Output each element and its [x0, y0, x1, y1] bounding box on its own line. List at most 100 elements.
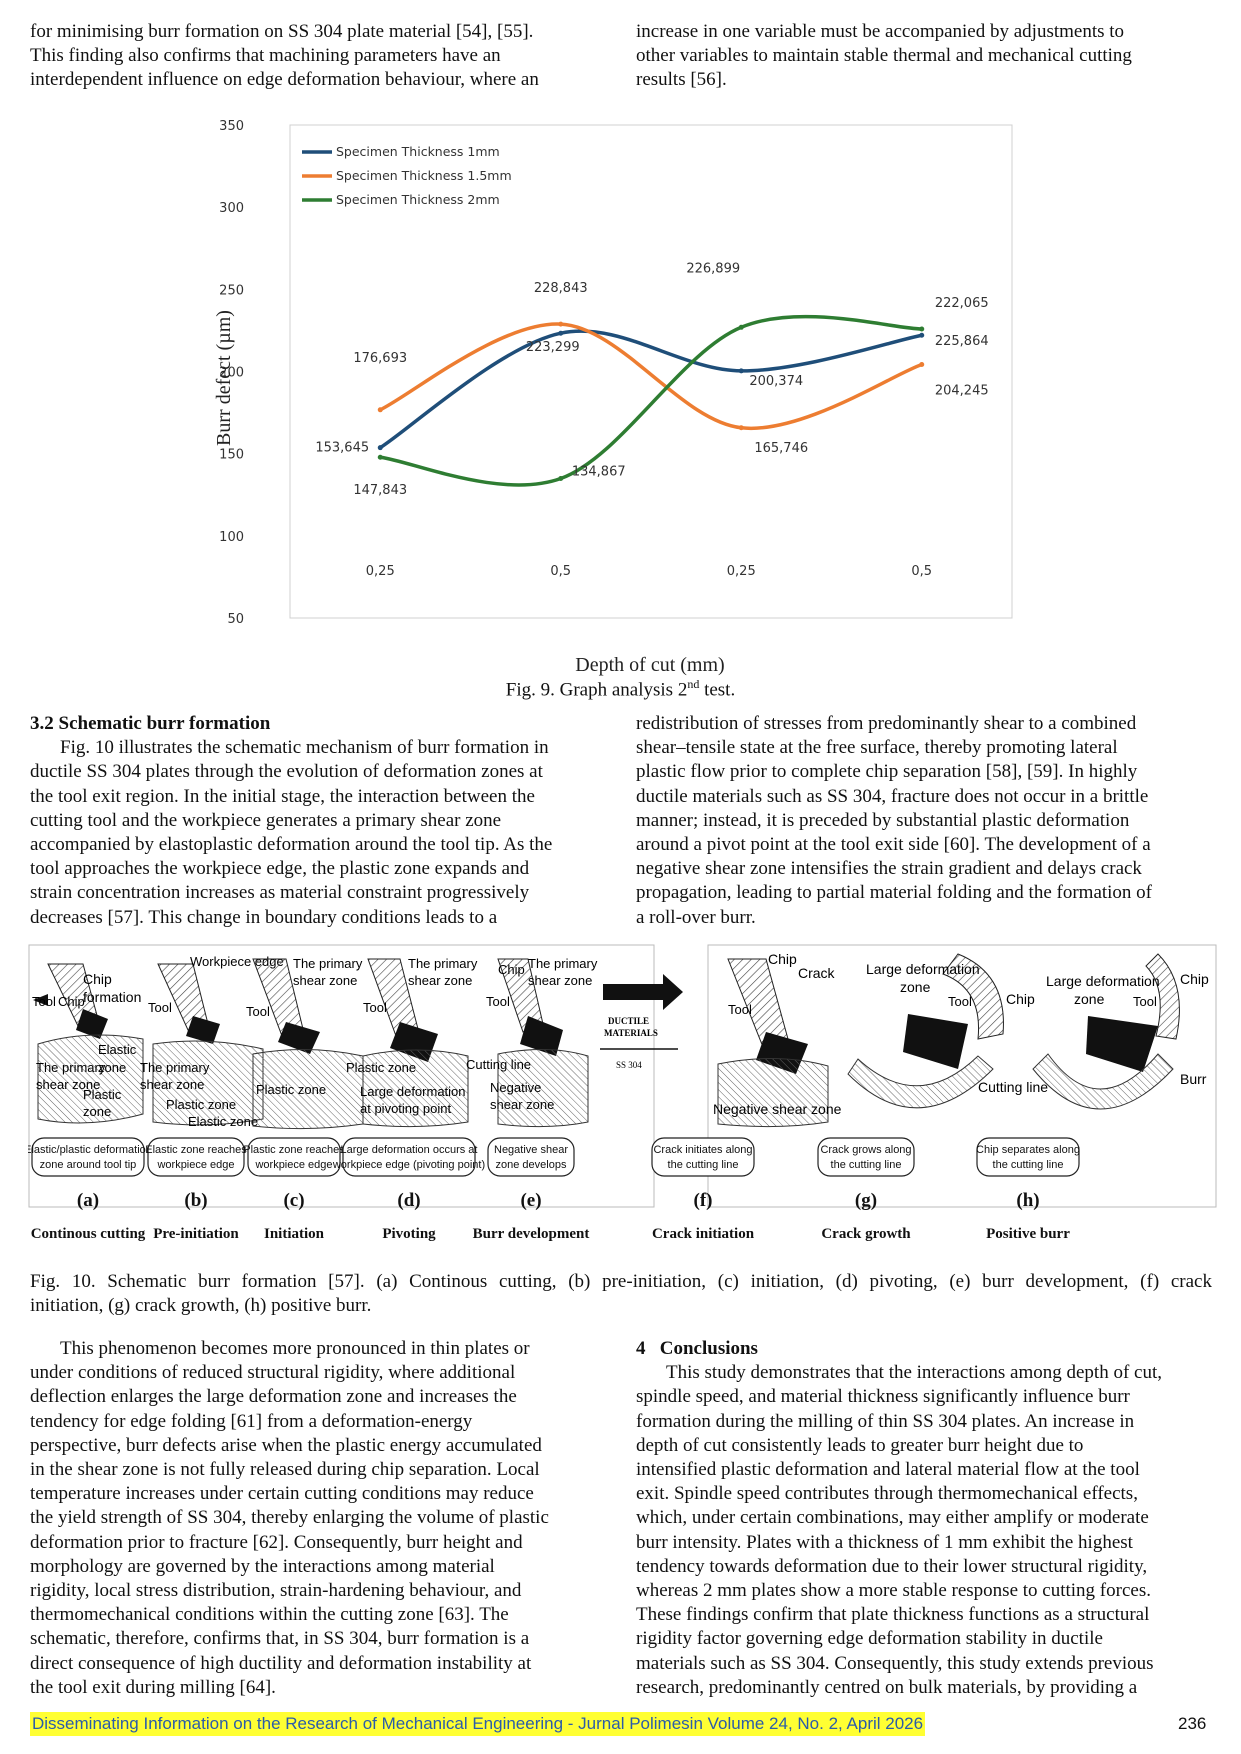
- section-3-2-left: 3.2 Schematic burr formation Fig. 10 ill…: [30, 712, 606, 930]
- data-point: [377, 445, 383, 451]
- stage-g-drawing: Large deformation zone Tool Chip Cutting…: [847, 953, 1048, 1109]
- stage-box: [976, 1137, 1080, 1177]
- label: formation: [83, 989, 141, 1005]
- fig9-caption: Fig. 9. Graph analysis 2nd test.: [0, 672, 1241, 702]
- label: Crack: [798, 965, 836, 981]
- caption-line: initiation, (g) crack growth, (h) positi…: [30, 1295, 372, 1316]
- stage-box-text: Crack grows along: [820, 1144, 911, 1156]
- conclusions-section: 4 Conclusions This study demonstrates th…: [636, 1337, 1212, 1700]
- text-line: negative shear zone intensifies the stra…: [636, 858, 1142, 880]
- data-point: [377, 407, 383, 413]
- stage-letter: (f): [694, 1190, 713, 1211]
- label: zone: [83, 1104, 111, 1119]
- stage-e-drawing: Chip The primary shear zone Tool Cutting…: [466, 956, 598, 1128]
- fig10-caption: Fig. 10. Schematic burr formation [57]. …: [30, 1270, 1212, 1318]
- text-line: decreases [57]. This change in boundary …: [30, 906, 498, 928]
- label: SS 304: [616, 1060, 642, 1070]
- label: The primary: [528, 956, 598, 971]
- page-number: 236: [1178, 1714, 1207, 1733]
- data-label: 134,867: [572, 465, 626, 480]
- stage-box-text: Elastic zone reaches: [145, 1144, 247, 1156]
- stage-box-text: workpiece edge: [156, 1159, 234, 1171]
- series-line: [380, 314, 922, 487]
- legend-label: Specimen Thickness 2mm: [336, 192, 500, 207]
- label: zone: [900, 979, 931, 995]
- stage-box-text: Large deformation occurs at: [341, 1144, 478, 1156]
- data-label: 225,864: [935, 334, 989, 349]
- stage-box-text: workpiece edge: [254, 1159, 332, 1171]
- label: Chip: [83, 971, 112, 987]
- legend-label: Specimen Thickness 1.5mm: [336, 168, 512, 183]
- stage-name: Pre-initiation: [153, 1226, 239, 1242]
- stage-box: [651, 1137, 755, 1177]
- label: The primary: [293, 956, 363, 971]
- label: Tool: [148, 1000, 172, 1015]
- text-line: tendency towards deformation due to thei…: [636, 1555, 1148, 1577]
- label: Large deformation: [360, 1084, 466, 1099]
- stage-box: [147, 1137, 245, 1177]
- y-tick-label: 350: [219, 119, 244, 134]
- text-line: results [56].: [636, 69, 727, 91]
- label: Chip: [1006, 991, 1035, 1007]
- stage-b-drawing: Workpiece edge Tool The primary shear zo…: [140, 954, 284, 1129]
- label: Tool: [728, 1002, 752, 1017]
- data-point: [919, 332, 925, 338]
- left-group-frame: [28, 944, 655, 1208]
- text-line: for minimising burr formation on SS 304 …: [30, 21, 534, 42]
- text-line: whereas 2 mm plates show a more stable r…: [636, 1580, 1151, 1602]
- stage-letter: (d): [397, 1190, 420, 1211]
- section-3-2-right: redistribution of stresses from predomin…: [636, 712, 1212, 930]
- stage-box: [817, 1137, 915, 1177]
- stage-letter: (b): [184, 1190, 207, 1211]
- stage-f-drawing: Chip Crack Tool Negative shear zone: [713, 951, 842, 1128]
- stage-box: [342, 1137, 476, 1177]
- label: Burr: [1180, 1071, 1207, 1087]
- text-line: plastic flow prior to complete chip sepa…: [636, 761, 1138, 783]
- label: Chip: [1180, 971, 1209, 987]
- label: shear zone: [140, 1077, 204, 1092]
- stage-name: Crack initiation: [652, 1226, 755, 1242]
- label: The primary: [140, 1060, 210, 1075]
- text-line: perspective, burr defects arise when the…: [30, 1434, 542, 1456]
- text-line: temperature increases under certain cutt…: [30, 1483, 534, 1505]
- data-point: [919, 326, 925, 332]
- label: Cutting line: [466, 1057, 531, 1072]
- y-tick-label: 300: [219, 201, 244, 216]
- data-label: 165,746: [754, 441, 808, 456]
- label: Plastic zone: [256, 1082, 326, 1097]
- y-tick-label: 50: [227, 612, 244, 627]
- stage-box-text: zone around tool tip: [40, 1159, 137, 1171]
- label: Elastic zone: [188, 1114, 258, 1129]
- stage-box-text: workpiece edge (pivoting point): [332, 1159, 485, 1171]
- stage-letter: (c): [283, 1190, 304, 1211]
- text-line: propagation, leading to partial material…: [636, 882, 1153, 904]
- stage-box: [31, 1137, 145, 1177]
- text-line: materials such as SS 304. Consequently, …: [636, 1652, 1154, 1674]
- section-heading: 3.2 Schematic burr formation: [30, 713, 271, 734]
- text-line: Fig. 10 illustrates the schematic mechan…: [60, 737, 549, 759]
- stage-box-text: the cutting line: [993, 1159, 1064, 1171]
- text-line: cutting tool and the workpiece generates…: [30, 809, 502, 831]
- stage-letter: (e): [520, 1190, 541, 1211]
- stage-box: [247, 1137, 341, 1177]
- label: Tool: [32, 994, 56, 1009]
- text-line: ductile materials such as SS 304, fractu…: [636, 785, 1149, 807]
- label: shear zone: [490, 1097, 554, 1112]
- label: Elastic: [98, 1042, 137, 1057]
- stage-name: Positive burr: [986, 1226, 1070, 1242]
- data-point: [738, 425, 744, 431]
- top-left-paragraph: for minimising burr formation on SS 304 …: [30, 20, 606, 93]
- y-axis-ticks: 50 100 150 200 250 300 350: [219, 119, 244, 627]
- text-line: tendency for edge folding [61] from a de…: [30, 1410, 473, 1432]
- label: Large deformation: [1046, 973, 1160, 989]
- stage-letter: (h): [1016, 1190, 1039, 1211]
- data-point: [558, 321, 564, 327]
- text-line: deformation prior to fracture [62]. Cons…: [30, 1531, 523, 1553]
- text-line: a roll-over burr.: [636, 906, 756, 928]
- stage-h-drawing: Large deformation zone Tool Chip Burr: [1032, 953, 1209, 1110]
- label: Tool: [1133, 994, 1157, 1009]
- data-point: [919, 362, 925, 368]
- text-line: morphology are governed by the interacti…: [30, 1555, 495, 1577]
- label: zone: [98, 1060, 126, 1075]
- x-tick-label: 0,5: [911, 564, 932, 579]
